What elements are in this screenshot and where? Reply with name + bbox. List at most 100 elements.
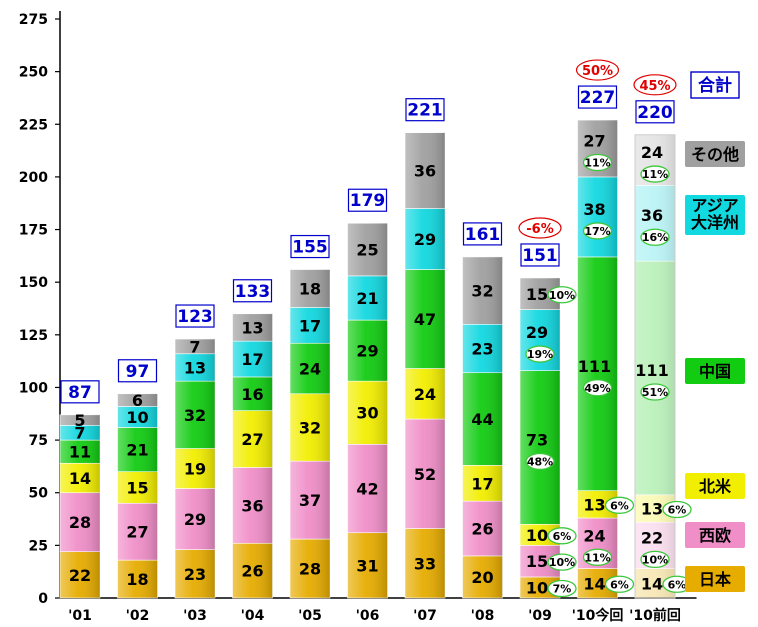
bar-segment-shade xyxy=(60,492,100,552)
y-tick-label: 75 xyxy=(29,433,48,449)
share-label: 17% xyxy=(584,225,610,238)
x-tick-label: '10今回 xyxy=(572,607,624,624)
share-label: 11% xyxy=(584,156,610,169)
segment-value-label: 28 xyxy=(299,560,321,579)
bar-segment-shade xyxy=(117,427,158,472)
share-ring xyxy=(582,548,613,566)
total-label: 161 xyxy=(465,225,501,245)
bar-segment-shade xyxy=(175,339,215,354)
share-ring xyxy=(640,165,670,183)
bar-segment-shade xyxy=(60,414,100,426)
y-tick-label: 150 xyxy=(19,275,48,291)
bar-segment-shade xyxy=(347,381,388,445)
bar-segment-shade xyxy=(290,539,330,598)
bar-segment-shade xyxy=(635,185,675,262)
total-label: 155 xyxy=(292,238,328,258)
segment-value-label: 36 xyxy=(641,206,663,225)
bar-segment-shade xyxy=(462,465,503,502)
share-label: 11% xyxy=(584,551,610,564)
total-label: 227 xyxy=(580,88,616,108)
legend-swatch-north-america xyxy=(685,473,745,499)
segment-value-label: 13 xyxy=(241,318,263,337)
share-label: 11% xyxy=(642,168,668,181)
segment-value-label: 14 xyxy=(583,574,605,593)
total-box xyxy=(347,188,388,212)
legend-total-box xyxy=(690,71,740,99)
segment-value-label: 15 xyxy=(126,478,148,497)
bar-segment-shade xyxy=(60,440,100,464)
share-label: 6% xyxy=(668,578,687,591)
bar-segment-shade xyxy=(290,343,330,394)
bar-segment-shade xyxy=(635,261,675,495)
growth-label: 45% xyxy=(639,79,670,94)
segment-value-label: 30 xyxy=(356,404,378,423)
segment-value-label: 33 xyxy=(414,554,436,573)
bar-segment-shade xyxy=(462,555,503,598)
segment-value-label: 5 xyxy=(74,411,85,430)
bar-segment-shade xyxy=(175,381,215,449)
x-tick-label: '03 xyxy=(183,608,207,624)
total-label: 123 xyxy=(177,307,213,327)
y-tick-label: 25 xyxy=(29,538,48,554)
bar-segment-shade xyxy=(577,176,618,257)
bar-segment-shade xyxy=(117,406,158,428)
bar-segment-shade xyxy=(232,543,273,598)
bar-segment-shade xyxy=(232,313,273,342)
bar-segment-shade xyxy=(405,269,445,369)
total-box xyxy=(117,359,158,383)
total-box xyxy=(175,304,215,328)
segment-value-label: 25 xyxy=(356,241,378,260)
bar-segment-shade xyxy=(60,425,100,441)
share-ring xyxy=(640,228,670,246)
segment-value-label: 52 xyxy=(414,465,436,484)
total-box xyxy=(577,85,618,109)
total-label: 133 xyxy=(235,282,271,302)
growth-label: -6% xyxy=(526,222,553,237)
segment-value-label: 23 xyxy=(184,565,206,584)
y-tick-label: 0 xyxy=(38,591,48,607)
segment-value-label: 22 xyxy=(69,566,91,585)
y-tick-label: 225 xyxy=(19,117,48,133)
share-label: 10% xyxy=(549,289,575,302)
y-tick-label: 200 xyxy=(19,170,48,186)
segment-value-label: 24 xyxy=(583,526,605,545)
segment-value-label: 10 xyxy=(126,408,148,427)
segment-value-label: 7 xyxy=(189,337,200,356)
total-box xyxy=(405,98,445,122)
legend-total-label: 合計 xyxy=(698,75,732,96)
bar-segment-shade xyxy=(290,461,330,540)
legend-label-asia-oceania: 大洋州 xyxy=(691,213,739,232)
bar-segment-shade xyxy=(462,501,503,556)
segment-value-label: 18 xyxy=(126,570,148,589)
share-ring xyxy=(582,222,613,240)
bar-segment-shade xyxy=(232,467,273,544)
share-label: 6% xyxy=(610,578,629,591)
total-label: 221 xyxy=(407,101,443,121)
share-label: 6% xyxy=(553,530,572,543)
bar-segment-shade xyxy=(60,551,100,598)
segment-value-label: 16 xyxy=(241,385,263,404)
label-layer: 2228141175182715211062329193213726362716… xyxy=(60,59,692,597)
share-ring xyxy=(525,345,555,363)
legend-label-other: その他 xyxy=(691,145,739,164)
bar-segment-shade xyxy=(405,208,445,270)
bar-segment-shade xyxy=(520,370,560,525)
share-ring xyxy=(662,500,692,519)
share-label: 6% xyxy=(668,504,687,517)
segment-value-label: 13 xyxy=(583,495,605,514)
share-label: 49% xyxy=(584,382,610,395)
total-label: 179 xyxy=(350,191,386,211)
bar-segment-shade xyxy=(175,549,215,598)
bar-segment-shade xyxy=(175,488,215,550)
segment-value-label: 21 xyxy=(126,441,148,460)
legend-swatch-western-europe xyxy=(685,522,745,548)
bar-segment-shade xyxy=(117,471,158,504)
segment-value-label: 10 xyxy=(526,526,548,545)
segment-value-label: 27 xyxy=(241,430,263,449)
bar-segment-shade xyxy=(405,419,445,529)
segment-value-label: 23 xyxy=(471,340,493,359)
total-label: 97 xyxy=(126,362,150,382)
